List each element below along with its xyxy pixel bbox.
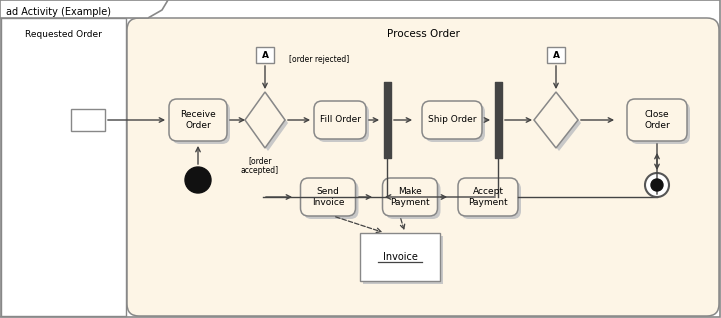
- FancyBboxPatch shape: [172, 102, 230, 144]
- Circle shape: [185, 167, 211, 193]
- FancyBboxPatch shape: [363, 236, 443, 284]
- Text: A: A: [552, 51, 559, 59]
- Text: Process Order: Process Order: [386, 29, 459, 39]
- FancyBboxPatch shape: [304, 181, 358, 219]
- FancyBboxPatch shape: [547, 47, 565, 63]
- FancyBboxPatch shape: [314, 101, 366, 139]
- FancyBboxPatch shape: [301, 178, 355, 216]
- Text: [order rejected]: [order rejected]: [289, 54, 349, 64]
- FancyBboxPatch shape: [1, 18, 126, 316]
- Text: Accept
Payment: Accept Payment: [468, 187, 508, 207]
- FancyBboxPatch shape: [71, 109, 105, 131]
- Text: Make
Payment: Make Payment: [390, 187, 430, 207]
- Text: Send
Invoice: Send Invoice: [311, 187, 344, 207]
- Text: Fill Order: Fill Order: [319, 115, 360, 125]
- Polygon shape: [537, 95, 581, 151]
- FancyBboxPatch shape: [317, 104, 369, 142]
- Text: Invoice: Invoice: [383, 252, 417, 262]
- Circle shape: [651, 179, 663, 191]
- Text: [order
accepted]: [order accepted]: [241, 156, 279, 176]
- FancyBboxPatch shape: [461, 181, 521, 219]
- Text: ad Activity (Example): ad Activity (Example): [6, 7, 111, 17]
- Text: Ship Order: Ship Order: [428, 115, 477, 125]
- FancyBboxPatch shape: [386, 181, 441, 219]
- FancyBboxPatch shape: [383, 178, 438, 216]
- FancyBboxPatch shape: [169, 99, 227, 141]
- FancyBboxPatch shape: [630, 102, 690, 144]
- FancyBboxPatch shape: [256, 47, 274, 63]
- FancyBboxPatch shape: [422, 101, 482, 139]
- Polygon shape: [0, 0, 168, 18]
- Text: Receive
Order: Receive Order: [180, 110, 216, 130]
- Polygon shape: [534, 92, 578, 148]
- Circle shape: [645, 173, 669, 197]
- FancyBboxPatch shape: [360, 233, 440, 281]
- FancyBboxPatch shape: [627, 99, 687, 141]
- Text: Requested Order: Requested Order: [25, 30, 102, 39]
- Polygon shape: [245, 92, 285, 148]
- Text: Close
Order: Close Order: [644, 110, 670, 130]
- FancyBboxPatch shape: [425, 104, 485, 142]
- FancyBboxPatch shape: [127, 18, 719, 316]
- Polygon shape: [248, 95, 288, 151]
- Text: A: A: [262, 51, 268, 59]
- FancyBboxPatch shape: [458, 178, 518, 216]
